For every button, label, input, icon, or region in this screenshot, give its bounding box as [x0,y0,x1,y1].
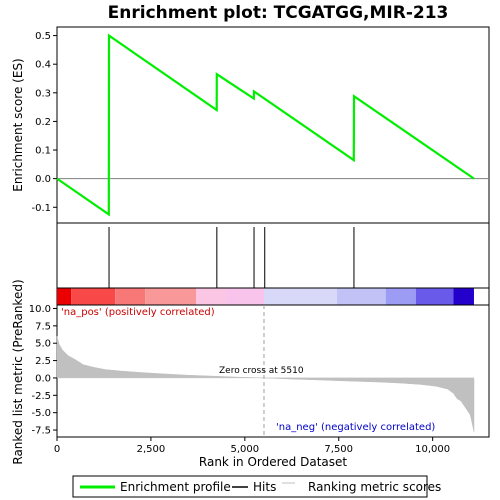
metric-y-tick-label: -2.5 [31,391,51,402]
es-y-axis-title: Enrichment score (ES) [11,58,25,191]
es-panel: -0.1 0.0 0.1 0.2 0.3 0.4 0.5 Enrichment score … [11,26,490,224]
zero-cross-label: Zero cross at 5510 [219,366,304,376]
color-bar-segment [115,288,146,305]
positive-correlation-label: 'na_pos' (positively correlated) [61,307,215,318]
color-bar-segment [226,288,264,305]
enrichment-profile-line [56,33,475,217]
color-bar-segment [336,288,386,305]
negative-correlation-label: 'na_neg' (negatively correlated) [276,422,435,433]
x-axis-ticks: 0 2,500 5,000 7,500 10,000 [54,437,450,455]
x-tick-label: 7,500 [324,444,353,455]
metric-y-tick-label: 2.5 [35,356,51,367]
color-bar-segment [263,288,337,305]
es-y-tick-label: -0.1 [31,203,51,214]
es-y-tick-label: 0.5 [35,31,51,42]
color-bar-segment [415,288,454,305]
metric-y-axis-title: Ranked list metric (PreRanked) [11,279,25,464]
color-bar-segment [453,288,474,305]
ranking-metric-area [56,336,475,433]
legend-label-ranking-metric: Ranking metric scores [308,480,441,494]
hits-panel [56,222,490,289]
es-y-tick-label: 0.1 [35,146,51,157]
color-bar-segment [71,288,116,305]
es-panel-frame [56,26,490,224]
es-y-ticks: -0.1 0.0 0.1 0.2 0.3 0.4 0.5 [31,31,57,214]
color-bar-panel [56,287,490,306]
metric-y-tick-label: 5.0 [35,339,51,350]
metric-y-tick-label: 0.0 [35,373,51,384]
color-bar-segment [57,288,72,305]
metric-y-tick-label: -5.0 [31,408,51,419]
color-bar-segment [385,288,416,305]
color-bar-segment [195,288,227,305]
legend-label-enrichment-profile: Enrichment profile [120,480,231,494]
hits-panel-frame [56,222,490,289]
x-tick-label: 10,000 [415,444,450,455]
x-tick-label: 2,500 [137,444,166,455]
metric-y-tick-label: -7.5 [31,426,51,437]
chart-title: Enrichment plot: TCGATGG,MIR-213 [108,3,449,23]
metric-panel: -7.5 -5.0 -2.5 0.0 2.5 5.0 7.5 10.0 'na_pos' (p… [11,279,490,465]
legend: Enrichment profile Hits Ranking metric s… [72,475,441,498]
metric-y-tick-label: 7.5 [35,321,51,332]
x-tick-label: 5,000 [231,444,260,455]
es-y-tick-label: 0.2 [35,117,51,128]
x-tick-label: 0 [54,444,60,455]
enrichment-profile-path [56,33,475,217]
ranking-metric-fill [56,336,475,433]
hit-lines [108,227,355,288]
metric-panel-frame [56,304,490,438]
es-y-tick-label: 0.4 [35,60,51,71]
legend-label-hits: Hits [253,480,276,494]
color-bar-segment [145,288,196,305]
metric-y-ticks: -7.5 -5.0 -2.5 0.0 2.5 5.0 7.5 10.0 [29,304,57,437]
metric-y-tick-label: 10.0 [29,304,51,315]
es-y-tick-label: 0.3 [35,88,51,99]
x-axis-title: Rank in Ordered Dataset [199,455,347,469]
color-bar [57,288,474,305]
es-y-tick-label: 0.0 [35,174,51,185]
legend-frame [72,475,428,498]
